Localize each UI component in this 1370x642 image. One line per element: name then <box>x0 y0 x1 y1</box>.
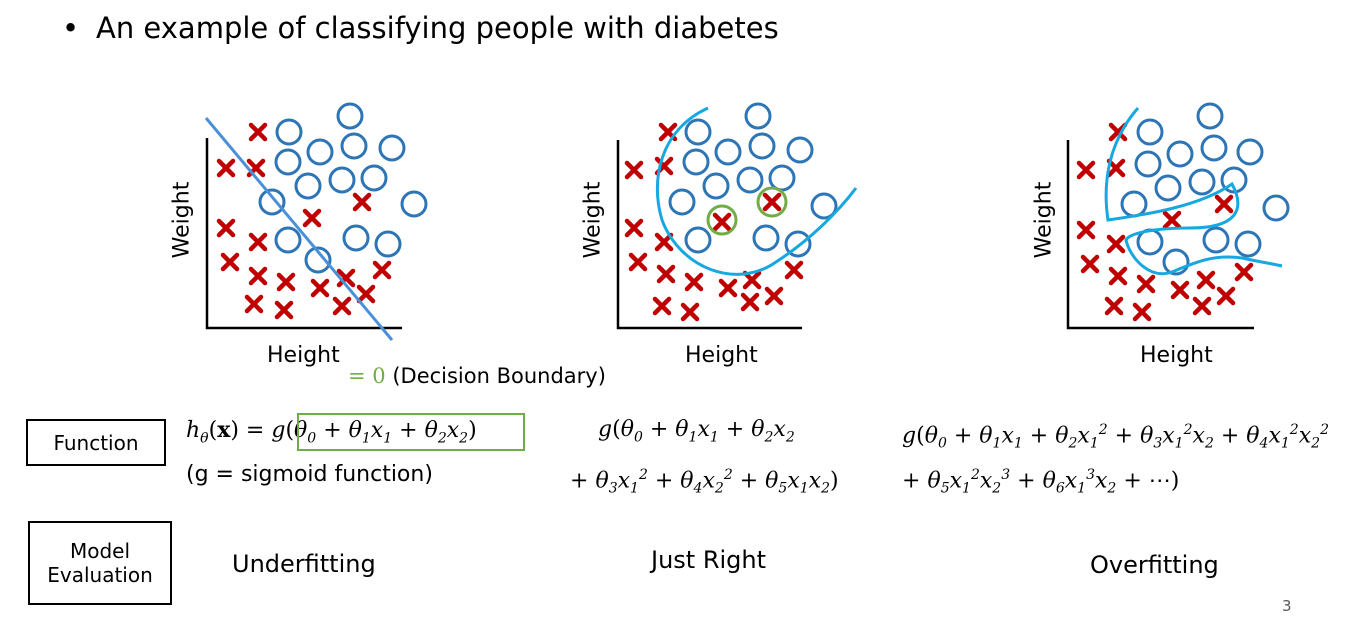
y-axis-label: Weight <box>580 181 606 259</box>
decision-curve <box>655 106 858 276</box>
slide-bullet: • An example of classifying people with d… <box>62 11 779 45</box>
eval-overfitting: Overfitting <box>1090 551 1219 579</box>
x-axis-label: Height <box>267 343 340 368</box>
boundary-highlight-box <box>297 413 525 451</box>
overfitting-formula-line2: + θ5x12x23 + θ6x13x2 + ⋯) <box>902 467 1180 497</box>
function-box: Function <box>26 419 166 466</box>
eval-just-right: Just Right <box>651 546 767 574</box>
plot2-axes <box>616 140 802 330</box>
just-right-formula-line2: + θ3x12 + θ4x22 + θ5x1x2) <box>570 467 839 497</box>
slide-title: An example of classifying people with di… <box>96 11 779 45</box>
model-evaluation-box: Model Evaluation <box>28 521 172 605</box>
decision-curve-overfit <box>1104 107 1283 276</box>
decision-boundary-label: = 0 (Decision Boundary) <box>348 364 606 388</box>
y-axis-label: Weight <box>1031 181 1057 259</box>
highlight-circle <box>706 204 738 236</box>
just-right-formula-line1: g(θ0 + θ1x1 + θ2x2 <box>598 417 795 446</box>
sigmoid-note: (g = sigmoid function) <box>186 462 433 487</box>
plot-overfitting <box>1066 102 1290 330</box>
plot-just-right <box>616 102 858 330</box>
x-axis-label: Height <box>685 343 758 368</box>
plot3-axes <box>1066 140 1254 330</box>
page-number: 3 <box>1282 597 1292 615</box>
x-axis-label: Height <box>1140 343 1213 368</box>
plot1-axes <box>205 138 402 330</box>
overfitting-formula-line1: g(θ0 + θ1x1 + θ2x12 + θ3x12x2 + θ4x12x22 <box>902 422 1329 452</box>
highlight-circle <box>756 186 788 218</box>
plot-underfitting <box>204 102 428 341</box>
eval-underfitting: Underfitting <box>232 550 376 578</box>
decision-line <box>204 117 394 341</box>
y-axis-label: Weight <box>169 181 195 259</box>
